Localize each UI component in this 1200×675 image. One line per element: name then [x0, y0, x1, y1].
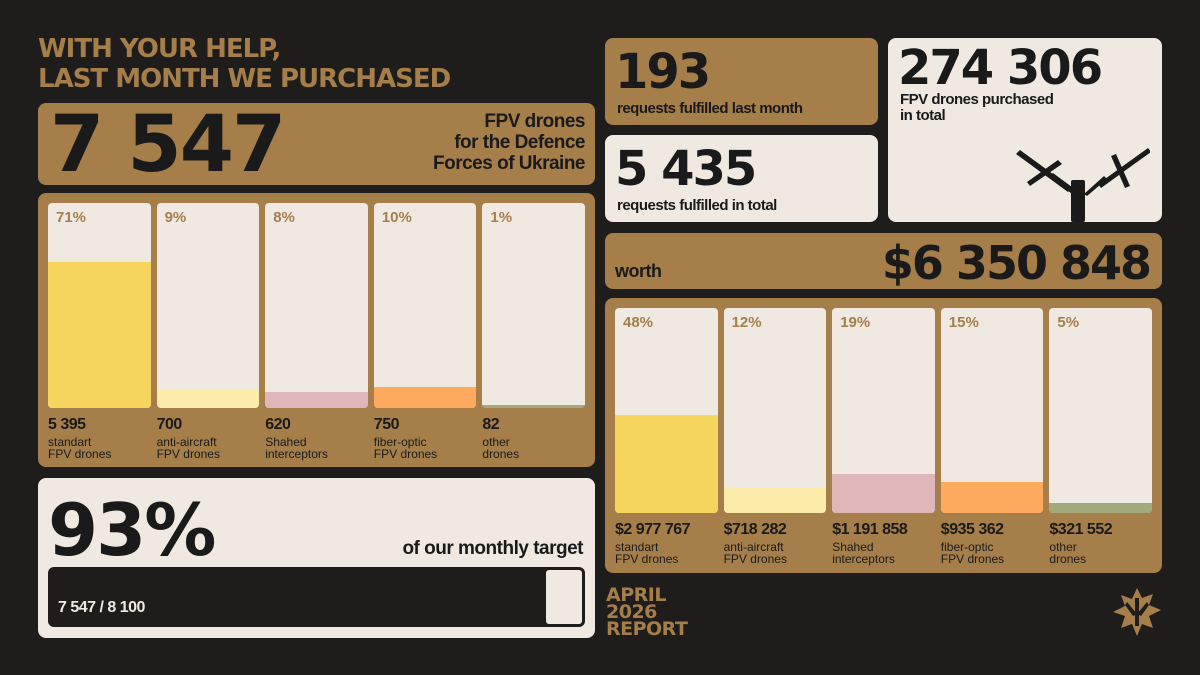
- chart-0-value-label: 620: [265, 416, 291, 433]
- chart-1-category-label: standart FPV drones: [615, 540, 679, 566]
- total-caption-line-3: Forces of Ukraine: [433, 153, 586, 174]
- headline: WITH YOUR HELP, LAST MONTH WE PURCHASED: [38, 34, 451, 94]
- chart-1-bar-track: 5%: [1049, 308, 1152, 513]
- drone-type-chart: 71% 5 395 standart FPV drones 9% 700 anti-airc…: [38, 193, 595, 467]
- chart-0-bar: [265, 392, 368, 408]
- purchased-label-line-2: in total: [900, 107, 946, 124]
- chart-1-bar-column: 12% $718 282 anti-aircraft FPV drones: [723, 308, 827, 566]
- worth-divider-left: [605, 290, 765, 298]
- requests-month-number: 193: [615, 44, 711, 100]
- chart-1-value-label: $2 977 767: [615, 521, 691, 538]
- requests-total-number: 5 435: [615, 141, 757, 197]
- chart-1-bar: [1049, 503, 1152, 513]
- chart-0-percent-label: 10%: [381, 209, 412, 226]
- chart-0-bar-column: 10% 750 fiber-optic FPV drones: [373, 203, 477, 461]
- chart-1-bar-column: 15% $935 362 fiber-optic FPV drones: [940, 308, 1044, 566]
- total-drones-caption: FPV drones for the Defence Forces of Ukr…: [325, 111, 586, 174]
- requests-total-label: requests fulfilled in total: [617, 197, 777, 214]
- chart-0-category-label: fiber-optic FPV drones: [373, 435, 438, 461]
- chart-0-bar-column: 8% 620 Shahed interceptors: [265, 203, 368, 461]
- chart-1-percent-label: 12%: [731, 314, 762, 331]
- purchased-total-number: 274 306: [898, 40, 1103, 96]
- chart-1-category-label: Shahed interceptors: [832, 540, 895, 566]
- chart-1-percent-label: 48%: [623, 314, 654, 331]
- total-caption-line-1: FPV drones: [484, 111, 585, 132]
- chart-0-bar-track: 1%: [482, 203, 585, 408]
- report-line-3: REPORT: [606, 618, 688, 640]
- chart-0-bar: [373, 387, 477, 408]
- report-line-1: APRIL: [606, 584, 666, 606]
- total-drones-number: 7 547: [50, 100, 286, 190]
- emblem-logo-icon: [1113, 588, 1161, 636]
- chart-0-percent-label: 9%: [164, 209, 187, 226]
- worth-strip: worth $6 350 848: [605, 233, 1162, 289]
- chart-1-category-label: anti-aircraft FPV drones: [723, 540, 787, 566]
- chart-1-category-label: fiber-optic FPV drones: [940, 540, 1005, 566]
- total-drones-card: 7 547 FPV drones for the Defence Forces …: [38, 103, 595, 185]
- chart-0-bar: [156, 390, 260, 408]
- requests-month-label: requests fulfilled last month: [617, 100, 803, 117]
- chart-0-percent-label: 8%: [273, 209, 295, 226]
- chart-0-bar: [482, 405, 585, 408]
- monthly-target-card: 93% of our monthly target 7 547 / 8 100: [38, 478, 595, 638]
- chart-1-bar-track: 48%: [615, 308, 718, 513]
- chart-1-value-label: $718 282: [723, 521, 787, 538]
- chart-0-bar-column: 1% 82 other drones: [482, 203, 585, 461]
- chart-0-bar-track: 71%: [48, 203, 151, 408]
- funds-chart: 48% $2 977 767 standart FPV drones 12% $718 2…: [605, 298, 1162, 573]
- chart-0-bar-column: 9% 700 anti-aircraft FPV drones: [156, 203, 260, 461]
- chart-0-value-label: 82: [482, 416, 500, 433]
- chart-1-value-label: $935 362: [940, 521, 1004, 538]
- chart-1-bar-track: 15%: [940, 308, 1044, 513]
- chart-0-bar-track: 10%: [373, 203, 477, 408]
- chart-1-percent-label: 5%: [1057, 314, 1080, 331]
- chart-1-bar-track: 19%: [832, 308, 935, 513]
- worth-label: worth: [615, 261, 662, 281]
- purchased-total-label: FPV drones purchased in total: [900, 91, 1054, 124]
- drone-icon: [1016, 148, 1150, 222]
- headline-line-1: WITH YOUR HELP,: [38, 34, 281, 64]
- chart-1-category-label: other drones: [1049, 540, 1087, 566]
- progress-text: 7 547 / 8 100: [58, 599, 145, 616]
- target-caption: of our monthly target: [402, 538, 583, 559]
- target-percent: 93%: [48, 488, 216, 572]
- chart-1-value-label: $1 191 858: [832, 521, 908, 538]
- worth-value: $6 350 848: [881, 236, 1152, 290]
- chart-0-value-label: 5 395: [48, 416, 86, 433]
- chart-0-percent-label: 71%: [56, 209, 87, 226]
- purchased-label-line-1: FPV drones purchased: [900, 91, 1054, 108]
- chart-0-percent-label: 1%: [490, 209, 513, 226]
- headline-line-2: LAST MONTH WE PURCHASED: [38, 64, 451, 94]
- chart-0-category-label: standart FPV drones: [48, 435, 112, 461]
- total-caption-line-2: for the Defence: [454, 132, 585, 153]
- chart-0-bar-column: 71% 5 395 standart FPV drones: [48, 203, 151, 461]
- chart-1-bar-column: 48% $2 977 767 standart FPV drones: [615, 308, 718, 566]
- requests-month-card: 193 requests fulfilled last month: [605, 38, 878, 125]
- chart-1-bar: [940, 482, 1044, 513]
- worth-divider-right: [1003, 290, 1162, 298]
- chart-0-value-label: 750: [373, 416, 400, 433]
- chart-1-bar: [832, 474, 935, 513]
- chart-1-bar-column: 5% $321 552 other drones: [1049, 308, 1152, 566]
- chart-0-value-label: 700: [156, 416, 183, 433]
- chart-0-category-label: Shahed interceptors: [265, 435, 328, 461]
- requests-total-card: 5 435 requests fulfilled in total: [605, 135, 878, 222]
- chart-1-bar-column: 19% $1 191 858 Shahed interceptors: [832, 308, 935, 566]
- progress-remaining-segment: [546, 570, 582, 624]
- chart-0-category-label: other drones: [482, 435, 520, 461]
- chart-1-bar: [615, 415, 718, 513]
- chart-1-bar: [723, 488, 827, 513]
- chart-0-bar-track: 9%: [156, 203, 260, 408]
- chart-1-value-label: $321 552: [1049, 521, 1113, 538]
- chart-1-percent-label: 19%: [840, 314, 871, 331]
- report-label: APRIL 2026 REPORT: [606, 584, 688, 640]
- chart-0-bar: [48, 262, 151, 408]
- chart-0-bar-track: 8%: [265, 203, 368, 408]
- report-line-2: 2026: [606, 601, 657, 623]
- chart-0-category-label: anti-aircraft FPV drones: [156, 435, 220, 461]
- purchased-total-card: 274 306 FPV drones purchased in total: [888, 38, 1162, 222]
- chart-1-percent-label: 15%: [948, 314, 979, 331]
- target-progress-bar: 7 547 / 8 100: [48, 567, 585, 627]
- chart-1-bar-track: 12%: [723, 308, 827, 513]
